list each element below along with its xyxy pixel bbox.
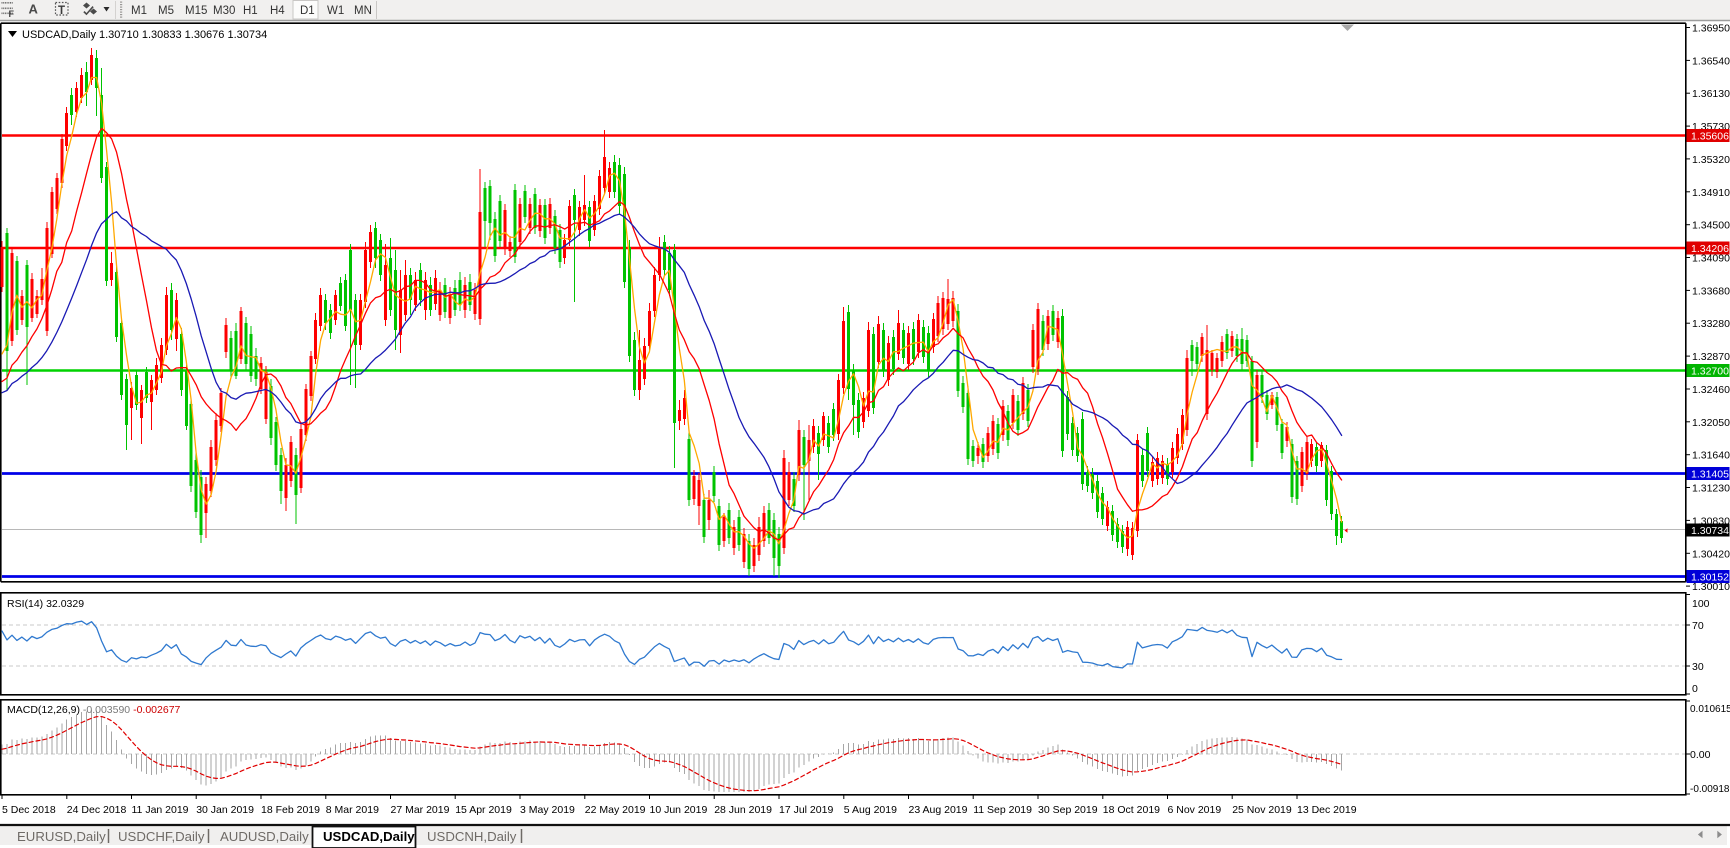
svg-text:T: T — [58, 5, 65, 17]
svg-text:USDCAD,Daily: USDCAD,Daily — [323, 829, 415, 844]
svg-text:M15: M15 — [185, 5, 207, 17]
svg-text:5 Aug 2019: 5 Aug 2019 — [844, 804, 897, 816]
svg-text:1.33280: 1.33280 — [1692, 318, 1730, 330]
svg-text:8 Mar 2019: 8 Mar 2019 — [326, 804, 379, 816]
svg-text:W1: W1 — [327, 5, 344, 17]
svg-text:MN: MN — [354, 5, 372, 17]
svg-text:1.34090: 1.34090 — [1692, 253, 1730, 265]
svg-text:22 May 2019: 22 May 2019 — [585, 804, 646, 816]
svg-text:1.32460: 1.32460 — [1692, 384, 1730, 396]
svg-text:USDCNH,Daily: USDCNH,Daily — [427, 829, 517, 844]
svg-text:1.34500: 1.34500 — [1692, 220, 1730, 232]
svg-text:18 Feb 2019: 18 Feb 2019 — [261, 804, 320, 816]
svg-text:RSI(14) 32.0329: RSI(14) 32.0329 — [7, 598, 84, 610]
svg-text:M1: M1 — [131, 5, 147, 17]
svg-text:1.30420: 1.30420 — [1692, 548, 1730, 560]
svg-text:1.32050: 1.32050 — [1692, 417, 1730, 429]
svg-text:3 May 2019: 3 May 2019 — [520, 804, 575, 816]
svg-text:11 Jan 2019: 11 Jan 2019 — [132, 804, 189, 816]
svg-text:0.010615: 0.010615 — [1690, 704, 1730, 715]
svg-text:1.32870: 1.32870 — [1692, 351, 1730, 363]
svg-text:H4: H4 — [270, 5, 285, 17]
svg-text:1.36130: 1.36130 — [1692, 88, 1730, 100]
svg-text:1.30734: 1.30734 — [1691, 525, 1729, 537]
svg-text:18 Oct 2019: 18 Oct 2019 — [1103, 804, 1160, 816]
svg-text:A: A — [29, 2, 39, 17]
svg-text:25 Nov 2019: 25 Nov 2019 — [1232, 804, 1292, 816]
svg-text:17 Jul 2019: 17 Jul 2019 — [779, 804, 833, 816]
svg-text:USDCHF,Daily: USDCHF,Daily — [118, 829, 205, 844]
svg-text:H1: H1 — [243, 5, 258, 17]
svg-text:10 Jun 2019: 10 Jun 2019 — [650, 804, 708, 816]
svg-text:1.35320: 1.35320 — [1692, 154, 1730, 166]
svg-text:0: 0 — [1692, 683, 1698, 695]
svg-text:D1: D1 — [300, 5, 315, 17]
svg-text:30 Sep 2019: 30 Sep 2019 — [1038, 804, 1098, 816]
svg-text:24 Dec 2018: 24 Dec 2018 — [67, 804, 127, 816]
svg-text:1.31405: 1.31405 — [1691, 469, 1729, 481]
svg-text:MACD(12,26,9) -0.003590 -0.002: MACD(12,26,9) -0.003590 -0.002677 — [7, 704, 181, 716]
svg-text:30 Jan 2019: 30 Jan 2019 — [196, 804, 254, 816]
svg-text:1.31230: 1.31230 — [1692, 483, 1730, 495]
svg-text:M30: M30 — [213, 5, 235, 17]
svg-text:1.36950: 1.36950 — [1692, 23, 1730, 35]
svg-text:1.30010: 1.30010 — [1692, 581, 1730, 593]
svg-text:5 Dec 2018: 5 Dec 2018 — [2, 804, 56, 816]
svg-text:F: F — [9, 9, 15, 19]
svg-text:1.32700: 1.32700 — [1691, 366, 1729, 378]
svg-text:0.00: 0.00 — [1690, 749, 1711, 761]
svg-text:1.35606: 1.35606 — [1691, 131, 1729, 143]
svg-text:13 Dec 2019: 13 Dec 2019 — [1297, 804, 1357, 816]
svg-text:1.36540: 1.36540 — [1692, 55, 1730, 67]
svg-text:1.33680: 1.33680 — [1692, 285, 1730, 297]
svg-text:28 Jun 2019: 28 Jun 2019 — [714, 804, 772, 816]
svg-text:M5: M5 — [158, 5, 174, 17]
svg-text:23 Aug 2019: 23 Aug 2019 — [909, 804, 968, 816]
svg-text:15 Apr 2019: 15 Apr 2019 — [455, 804, 512, 816]
svg-text:USDCAD,Daily 1.30710 1.30833: USDCAD,Daily 1.30710 1.30833 1.30676 1.3… — [22, 29, 267, 41]
svg-text:6 Nov 2019: 6 Nov 2019 — [1168, 804, 1222, 816]
svg-text:30: 30 — [1692, 661, 1704, 673]
svg-text:1.34206: 1.34206 — [1691, 243, 1729, 255]
svg-text:EURUSD,Daily: EURUSD,Daily — [17, 829, 106, 844]
svg-text:1.30152: 1.30152 — [1691, 572, 1729, 584]
svg-text:27 Mar 2019: 27 Mar 2019 — [391, 804, 450, 816]
svg-text:11 Sep 2019: 11 Sep 2019 — [973, 804, 1032, 816]
svg-text:1.31640: 1.31640 — [1692, 450, 1730, 462]
svg-text:1.34910: 1.34910 — [1692, 187, 1730, 199]
svg-text:AUDUSD,Daily: AUDUSD,Daily — [220, 829, 309, 844]
svg-text:70: 70 — [1692, 620, 1704, 632]
svg-text:100: 100 — [1692, 598, 1710, 610]
svg-text:-0.009181: -0.009181 — [1690, 784, 1730, 795]
